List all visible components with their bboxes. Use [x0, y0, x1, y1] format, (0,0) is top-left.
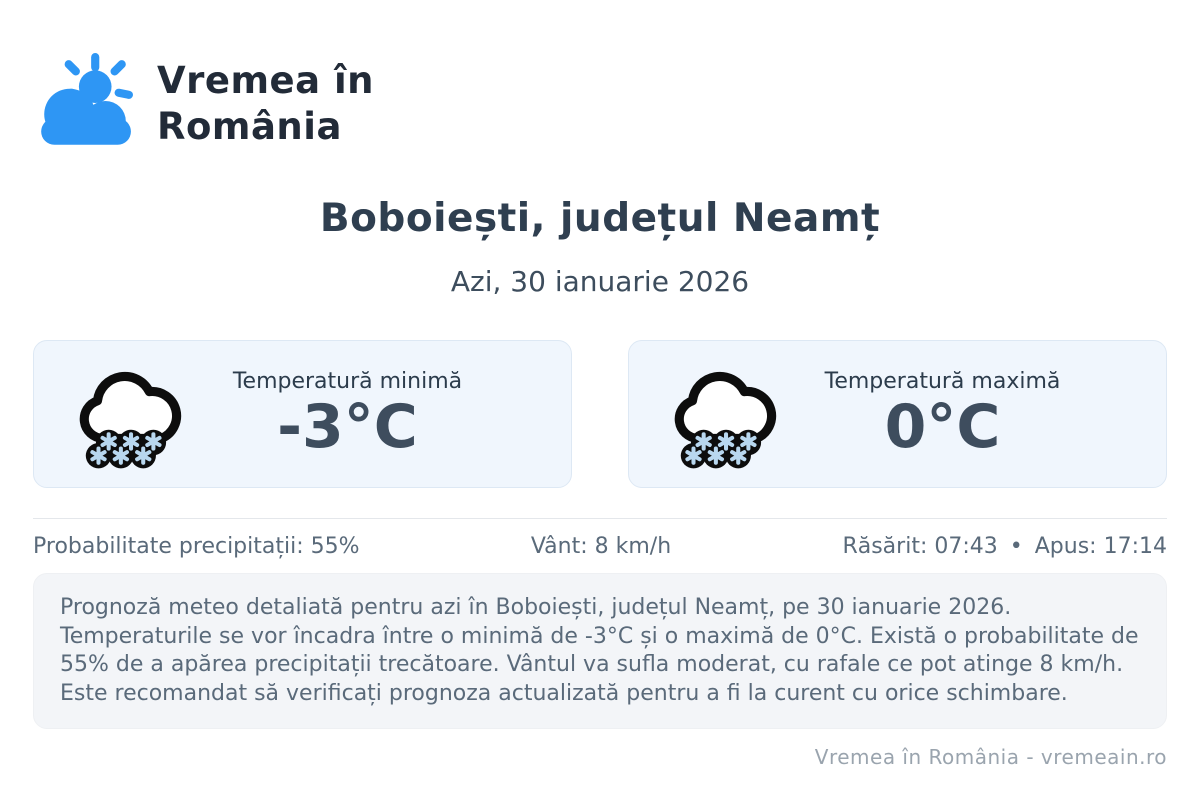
temperature-cards: Temperatură minimă -3°C Temperatură maxi…	[33, 340, 1167, 488]
sunset-stat: Apus: 17:14	[1034, 534, 1167, 559]
logo-text-line2: România	[157, 105, 342, 148]
precipitation-stat: Probabilitate precipitații: 55%	[33, 534, 360, 559]
page-subtitle: Azi, 30 ianuarie 2026	[450, 265, 750, 298]
forecast-description: Prognoză meteo detaliată pentru azi în B…	[33, 573, 1167, 729]
min-temperature-label: Temperatură minimă	[232, 369, 463, 394]
max-temperature-card: Temperatură maximă 0°C	[628, 340, 1167, 488]
stats-row: Probabilitate precipitații: 55% Vânt: 8 …	[33, 534, 1167, 559]
sun-times-stat: Răsărit: 07:43 • Apus: 17:14	[842, 534, 1167, 559]
snow-cloud-icon	[79, 371, 182, 469]
wind-stat: Vânt: 8 km/h	[530, 534, 672, 559]
max-temperature-text: Temperatură maximă 0°C	[803, 369, 1082, 459]
sun-cloud-logo-icon	[41, 53, 133, 145]
sunrise-stat: Răsărit: 07:43	[842, 534, 998, 559]
logo-text: Vremea în România	[157, 58, 374, 151]
stats-divider	[33, 518, 1167, 519]
site-header: Vremea în România	[33, 52, 1167, 156]
page-title: Boboiești, județul Neamț	[319, 196, 881, 241]
bullet-separator: •	[1009, 534, 1023, 559]
snow-cloud-icon	[674, 371, 777, 469]
min-temperature-card: Temperatură minimă -3°C	[33, 340, 572, 488]
max-temperature-value: 0°C	[884, 392, 1001, 462]
logo[interactable]: Vremea în România	[33, 53, 374, 155]
max-temperature-label: Temperatură maximă	[824, 369, 1061, 394]
footer-credit: Vremea în România - vremeain.ro	[814, 745, 1167, 769]
min-temperature-value: -3°C	[277, 392, 418, 462]
min-temperature-text: Temperatură minimă -3°C	[208, 369, 487, 459]
logo-text-line1: Vremea în	[157, 58, 374, 102]
